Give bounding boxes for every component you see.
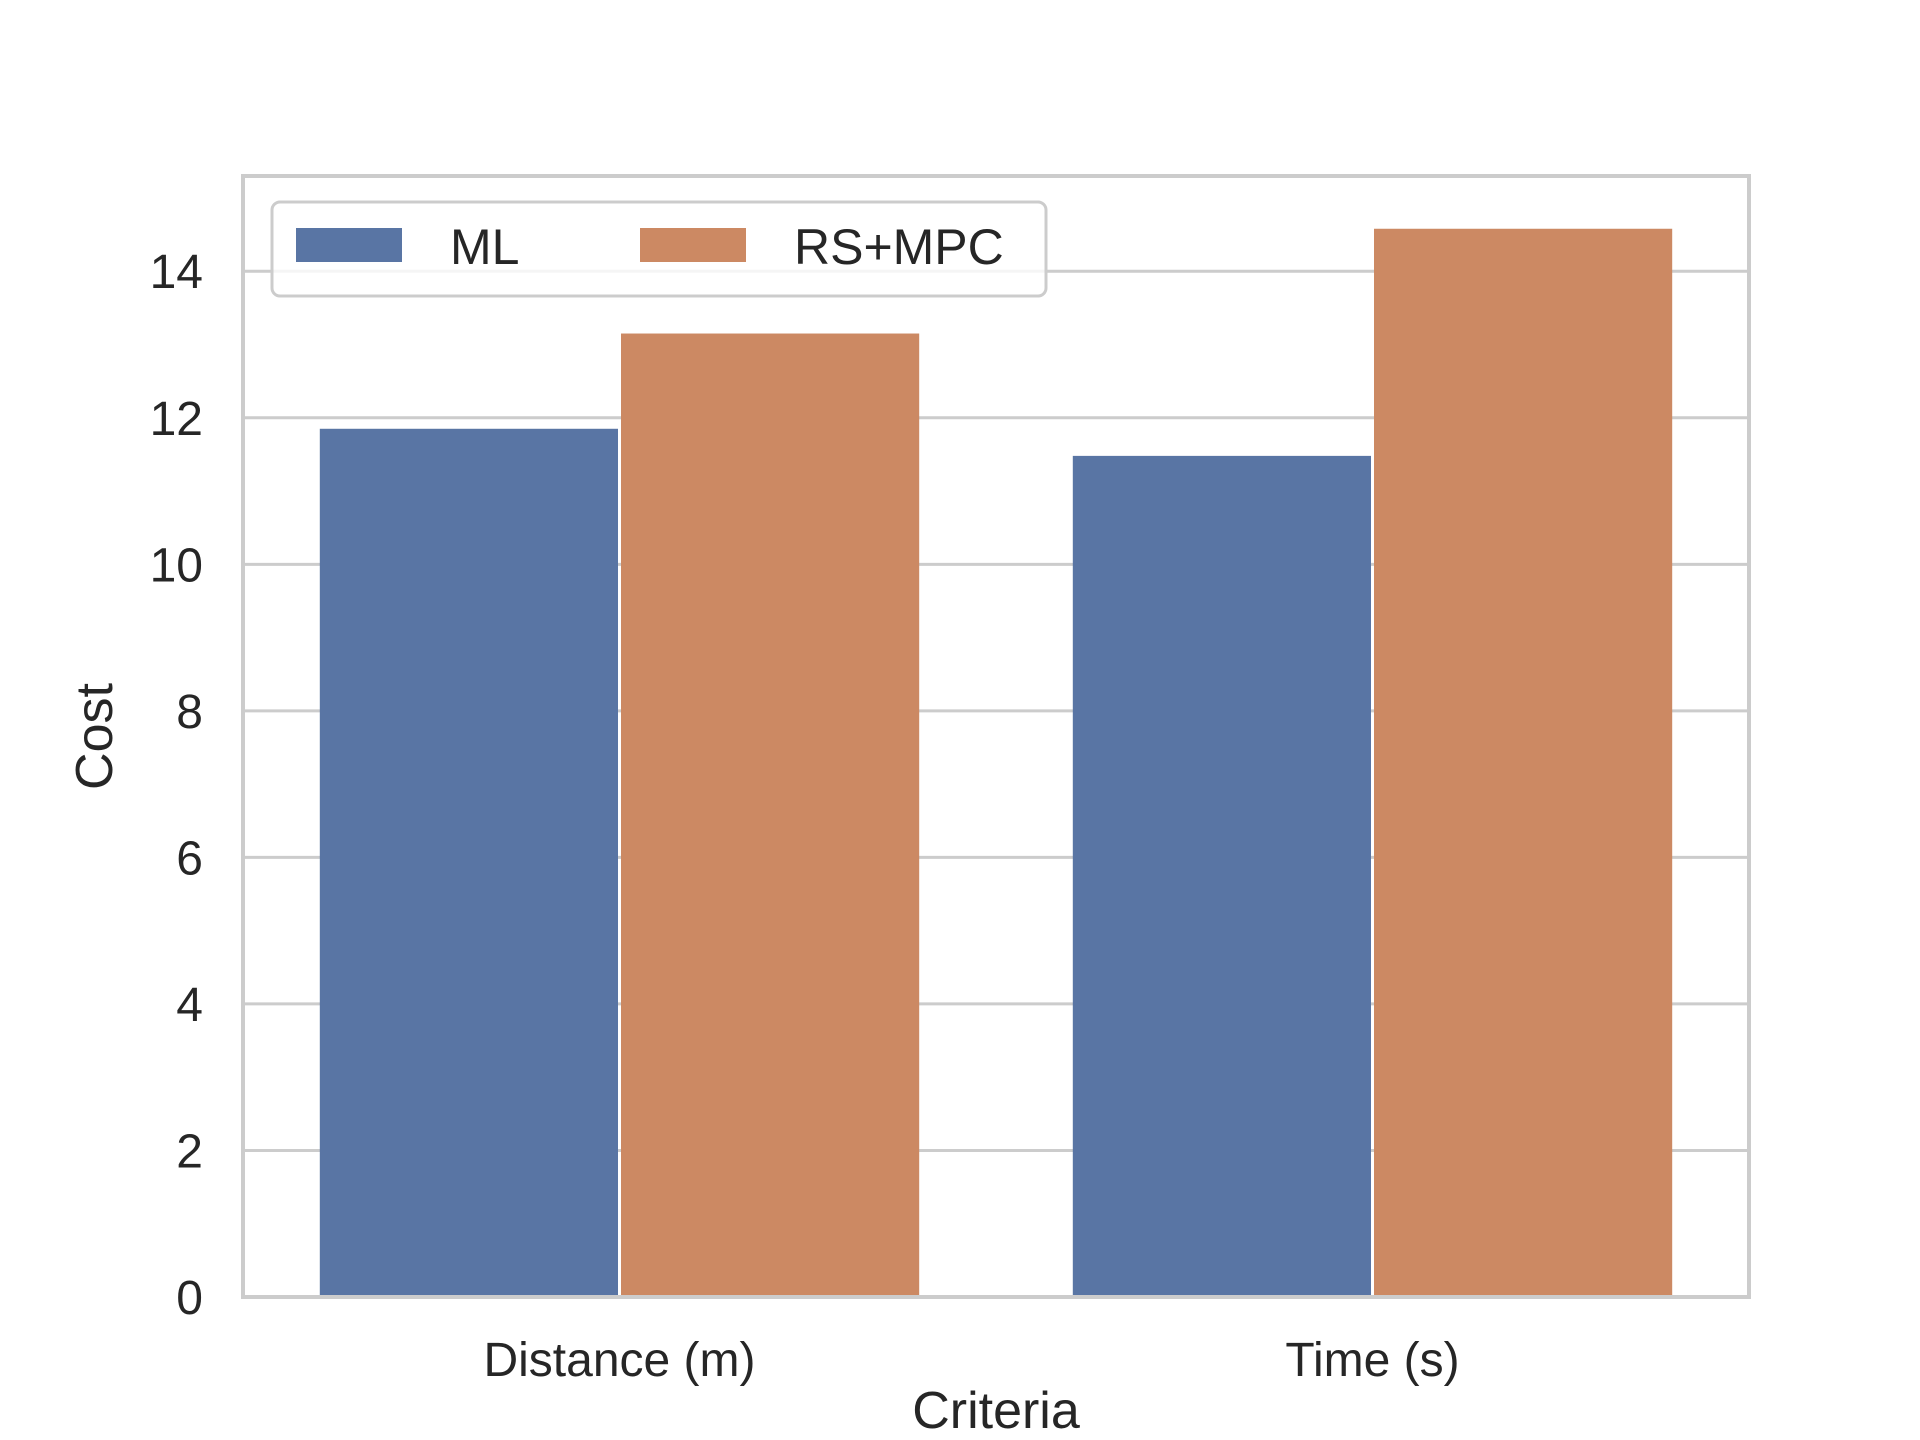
y-tick-label-4: 4 [176, 979, 203, 1032]
y-tick-label-10: 10 [150, 539, 203, 592]
bar-ml-time-s [1072, 455, 1371, 1297]
x-tick-label-distance-m: Distance (m) [483, 1334, 755, 1387]
y-tick-labels: 0 2 4 6 8 10 12 14 [150, 246, 203, 1325]
legend-swatch-ml [296, 228, 402, 262]
y-tick-label-0: 0 [176, 1272, 203, 1325]
bar-rs-mpc-distance-m [621, 333, 920, 1298]
plot-frame [241, 174, 1751, 1299]
y-tick-label-14: 14 [150, 246, 203, 299]
y-tick-label-2: 2 [176, 1125, 203, 1178]
x-tick-labels: Distance (m) Time (s) [483, 1334, 1459, 1387]
legend: ML RS+MPC [270, 200, 1048, 298]
x-tick-label-time-s: Time (s) [1285, 1334, 1459, 1387]
bars [319, 228, 1673, 1298]
legend-label-ml: ML [450, 219, 519, 275]
legend-swatch-rs-mpc [640, 228, 746, 262]
bar-rs-mpc-time-s [1374, 228, 1673, 1298]
y-tick-label-6: 6 [176, 832, 203, 885]
y-tick-label-12: 12 [150, 393, 203, 446]
bar-ml-distance-m [319, 428, 618, 1297]
legend-label-rs-mpc: RS+MPC [794, 219, 1004, 275]
y-tick-label-8: 8 [176, 686, 203, 739]
x-axis-label: Criteria [912, 1382, 1080, 1440]
y-axis-label: Cost [66, 682, 124, 789]
